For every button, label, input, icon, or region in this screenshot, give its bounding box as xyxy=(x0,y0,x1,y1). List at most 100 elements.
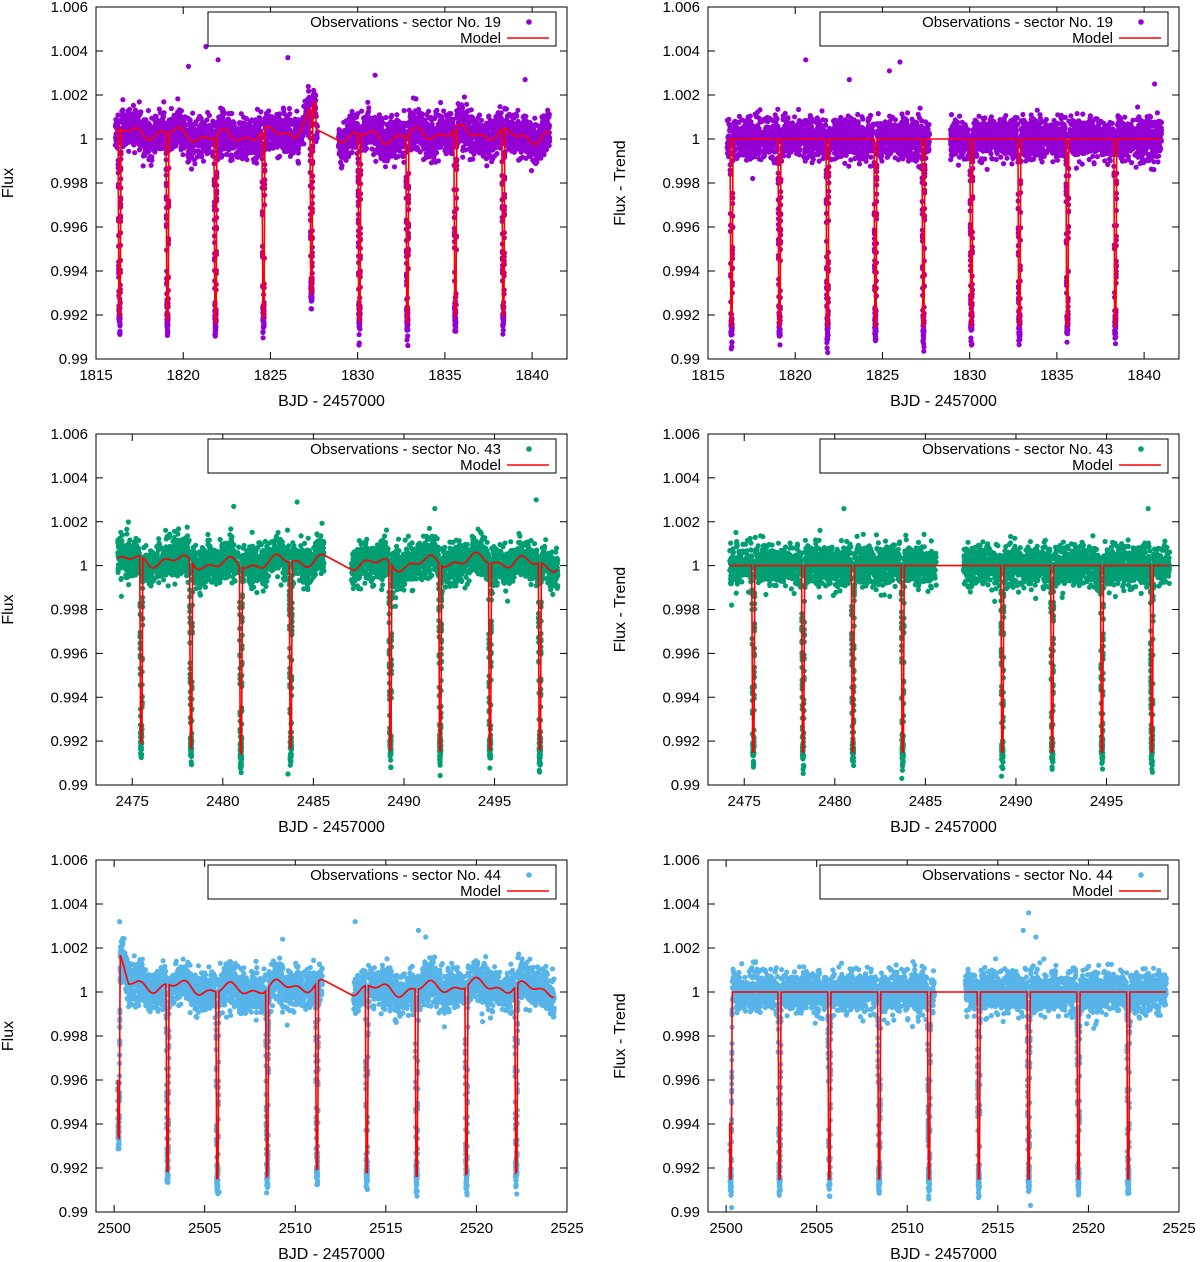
observation-point xyxy=(119,112,126,119)
observation-point xyxy=(158,146,164,152)
observation-point xyxy=(136,147,143,153)
observation-point xyxy=(254,160,260,166)
observation-point xyxy=(359,125,365,131)
observation-point xyxy=(149,128,155,134)
observation-point xyxy=(500,315,507,321)
observation-point xyxy=(194,154,200,160)
y-tick-label: 1.004 xyxy=(50,43,88,60)
observation-point xyxy=(370,124,376,131)
observation-point xyxy=(115,112,121,118)
observation-point xyxy=(485,129,491,135)
observation-point xyxy=(448,135,455,141)
observation-point xyxy=(401,159,407,165)
observation-point xyxy=(533,153,539,159)
observation-point xyxy=(204,151,210,157)
legend-model-label: Model xyxy=(460,30,501,47)
observation-point xyxy=(306,88,312,94)
observation-point xyxy=(457,125,463,131)
observation-point xyxy=(437,144,443,150)
observation-point xyxy=(274,127,281,133)
observation-point xyxy=(500,331,506,337)
observation-point xyxy=(168,105,174,112)
observation-point xyxy=(202,119,208,125)
observation-point xyxy=(153,143,159,149)
observation-point xyxy=(379,131,385,137)
observation-point xyxy=(248,145,255,151)
observation-point xyxy=(429,145,435,151)
observation-point xyxy=(416,111,422,117)
model-line xyxy=(114,100,550,325)
observations-series xyxy=(724,57,1165,356)
observation-point xyxy=(195,131,201,137)
observation-point xyxy=(411,116,417,122)
y-axis-label: Flux xyxy=(0,168,17,198)
observation-point xyxy=(429,117,435,123)
observation-point xyxy=(407,114,413,120)
observation-point xyxy=(417,149,423,155)
observation-point xyxy=(260,329,266,335)
observation-point xyxy=(250,140,256,146)
observation-point xyxy=(384,158,390,164)
observation-point xyxy=(190,110,196,116)
observation-point xyxy=(541,152,547,158)
observation-point xyxy=(173,130,179,136)
observation-point xyxy=(346,151,353,157)
observation-point xyxy=(401,108,407,114)
observation-point xyxy=(359,108,365,114)
observation-point xyxy=(276,115,282,121)
observation-point xyxy=(393,154,399,161)
observation-point xyxy=(453,328,459,334)
observation-point xyxy=(253,156,259,162)
observation-point xyxy=(248,150,254,156)
observation-point xyxy=(435,158,441,164)
y-tick-label: 0.992 xyxy=(50,307,88,324)
observation-point xyxy=(117,328,123,334)
legend-box xyxy=(207,11,557,47)
observation-outlier xyxy=(372,72,378,78)
observation-point xyxy=(490,122,496,128)
observation-point xyxy=(356,332,362,338)
observation-point xyxy=(120,107,126,113)
observation-point xyxy=(383,114,389,121)
observation-point xyxy=(532,115,538,121)
observation-point xyxy=(193,148,199,154)
observation-point xyxy=(241,114,247,120)
observation-point xyxy=(342,127,348,133)
observation-point xyxy=(180,133,186,139)
observation-point xyxy=(200,147,206,153)
observation-point xyxy=(286,105,292,112)
observation-point xyxy=(460,110,466,116)
observation-point xyxy=(293,146,299,152)
observation-point xyxy=(254,130,260,136)
observation-point xyxy=(126,148,132,154)
observation-point xyxy=(474,129,480,135)
observation-point xyxy=(220,114,226,120)
observation-point xyxy=(122,138,128,144)
observation-point xyxy=(483,120,490,126)
observation-point xyxy=(228,157,234,164)
observation-point xyxy=(378,124,385,130)
observation-outlier xyxy=(185,63,192,69)
observation-point xyxy=(511,115,517,121)
observation-point xyxy=(132,107,138,113)
observation-point xyxy=(276,135,282,141)
observation-point xyxy=(381,144,387,150)
observation-point xyxy=(276,139,282,145)
observation-point xyxy=(391,164,398,170)
observation-point xyxy=(481,129,487,135)
observation-point xyxy=(230,119,236,125)
observation-point xyxy=(382,164,389,170)
observation-point xyxy=(258,121,264,127)
x-tick-label: 1820 xyxy=(167,367,200,384)
observation-point xyxy=(361,118,368,124)
observation-point xyxy=(287,144,293,150)
observation-point xyxy=(460,147,466,153)
observation-point xyxy=(228,110,234,116)
observation-point xyxy=(792,114,798,120)
observation-point xyxy=(113,117,119,123)
x-tick-label: 1815 xyxy=(79,367,112,384)
legend-observations-label: Observations - sector No. 19 xyxy=(310,14,501,31)
observation-point xyxy=(125,108,131,114)
observation-point xyxy=(508,125,514,131)
observation-outlier xyxy=(285,55,291,61)
